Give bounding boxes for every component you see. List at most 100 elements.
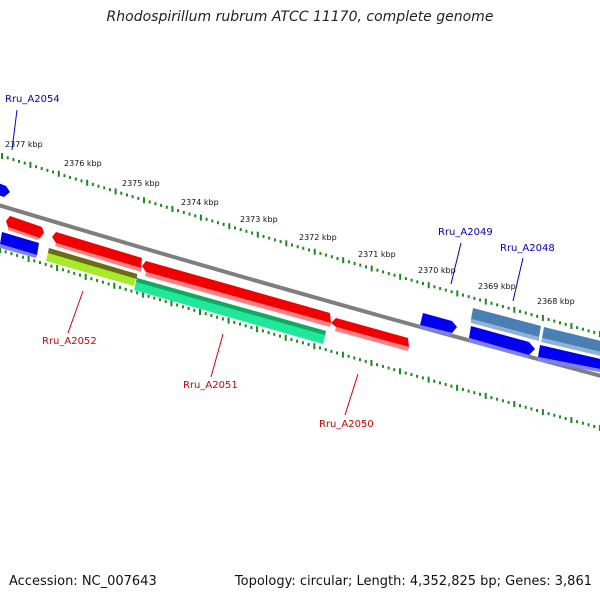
inner-ruler-tick (564, 417, 567, 420)
inner-ruler (0, 247, 600, 431)
gene-label-rru-a2051[interactable]: Rru_A2051 (183, 380, 238, 391)
outer-ruler-tick (501, 305, 504, 308)
inner-ruler-tick (199, 309, 201, 315)
gene-arrow-left-forward[interactable] (0, 232, 39, 258)
gene-arrow-forward-lower-1[interactable] (468, 326, 535, 358)
outer-ruler-tick (530, 313, 533, 317)
outer-ruler-tick (291, 243, 293, 247)
outer-ruler-tick (199, 214, 202, 221)
gene-arrow-rru-a2052[interactable] (52, 232, 142, 272)
gene-arrow-forward-middle[interactable] (420, 313, 457, 336)
inner-ruler-tick (279, 334, 281, 338)
outer-ruler-tick (228, 223, 231, 230)
genome-summary-text: Topology: circular; Length: 4,352,825 bp… (234, 574, 592, 589)
inner-ruler-tick (170, 300, 173, 307)
inner-ruler-tick (364, 359, 367, 363)
ruler-label-2377: 2377 kbp (5, 140, 43, 149)
inner-ruler-tick (501, 399, 504, 403)
inner-ruler-tick (107, 282, 110, 286)
gene-label-rru-a2048[interactable]: Rru_A2048 (500, 243, 555, 254)
outer-ruler-tick (114, 188, 117, 195)
inner-ruler-tick (27, 256, 30, 262)
outer-ruler-tick (239, 228, 242, 232)
outer-ruler-tick (393, 273, 396, 277)
ruler-label-2373: 2373 kbp (240, 215, 278, 224)
inner-ruler-tick (450, 384, 453, 388)
outer-ruler-tick (439, 287, 442, 290)
outer-ruler-tick (165, 205, 168, 209)
outer-ruler-tick (177, 209, 180, 213)
outer-ruler-tick (496, 303, 499, 307)
outer-ruler-tick (330, 255, 333, 259)
outer-ruler-tick (57, 170, 60, 177)
inner-ruler-tick (507, 400, 510, 404)
ruler-label-2376: 2376 kbp (64, 159, 102, 168)
inner-ruler-tick (587, 423, 590, 427)
inner-ruler-tick (244, 324, 247, 328)
gene-label-rru-a2049[interactable]: Rru_A2049 (438, 227, 493, 238)
inner-ruler-tick (593, 424, 596, 428)
inner-ruler-tick (376, 363, 379, 367)
outer-ruler-tick (91, 182, 94, 186)
inner-ruler-tick (267, 331, 270, 335)
inner-ruler-tick (547, 412, 550, 416)
outer-ruler-tick (564, 322, 567, 326)
inner-ruler-tick (381, 364, 384, 368)
outer-ruler-tick (188, 212, 191, 216)
inner-ruler-tick (461, 387, 464, 391)
gene-arrow-rru-a2051[interactable] (142, 261, 331, 327)
outer-ruler-tick (296, 245, 299, 249)
outer-ruler-tick (467, 295, 470, 299)
outer-ruler-tick (182, 210, 185, 214)
gene-arrow-rru-a2053[interactable] (6, 216, 44, 240)
feature-box-green[interactable] (134, 278, 326, 344)
ruler-label-2368: 2368 kbp (537, 297, 575, 306)
inner-ruler-tick (233, 320, 236, 324)
inner-ruler-tick (159, 298, 161, 302)
outer-ruler-tick (370, 265, 373, 272)
outer-ruler-tick (171, 205, 174, 212)
inner-ruler-tick (347, 354, 350, 358)
inner-ruler-tick (273, 332, 276, 336)
gene-label-rru-a2054[interactable]: Rru_A2054 (5, 94, 60, 105)
outer-ruler-tick (302, 246, 305, 250)
outer-ruler-tick (479, 298, 482, 302)
outer-ruler-tick (86, 179, 89, 186)
inner-ruler-tick (296, 339, 299, 343)
inner-ruler-tick (490, 396, 493, 400)
inner-ruler-tick (119, 286, 121, 289)
inner-ruler-tick (301, 341, 304, 345)
gene-arrow-rru-a2049[interactable] (471, 308, 541, 341)
outer-ruler-tick (576, 326, 579, 330)
outer-ruler-tick (251, 231, 254, 235)
gene-arrow-rru-a2054[interactable] (0, 183, 10, 197)
outer-ruler-tick (347, 260, 350, 264)
leader-line-rru-a2051 (210, 333, 224, 378)
gene-label-rru-a2052[interactable]: Rru_A2052 (42, 336, 97, 347)
inner-ruler-tick (256, 326, 259, 333)
inner-ruler-tick (4, 250, 7, 254)
outer-ruler-tick (194, 214, 197, 218)
inner-ruler-tick (370, 360, 373, 366)
gene-arrow-forward-lower-2[interactable] (538, 345, 600, 373)
inner-ruler-tick (239, 322, 241, 326)
outer-ruler-tick (18, 159, 20, 163)
feature-box-yellowgreen[interactable] (46, 248, 137, 286)
outer-ruler-tick (444, 288, 447, 292)
outer-ruler-tick (547, 318, 550, 321)
outer-ruler-tick (387, 272, 390, 276)
inner-ruler-tick (421, 376, 424, 380)
outer-ruler-tick (126, 193, 128, 197)
leader-line-rru-a2054 (11, 109, 18, 151)
gene-label-rru-a2050[interactable]: Rru_A2050 (319, 419, 374, 430)
inner-ruler-tick (307, 343, 310, 346)
inner-ruler-tick (50, 264, 53, 268)
outer-ruler-tick (205, 217, 208, 221)
outer-ruler-tick (154, 202, 157, 206)
outer-ruler-tick (268, 236, 271, 240)
gene-arrow-rru-a2050[interactable] (331, 318, 409, 351)
ruler-label-2375: 2375 kbp (122, 179, 160, 188)
inner-ruler-tick (433, 379, 436, 383)
inner-ruler-tick (324, 348, 327, 352)
gene-arrow-rru-a2048[interactable] (541, 327, 600, 357)
